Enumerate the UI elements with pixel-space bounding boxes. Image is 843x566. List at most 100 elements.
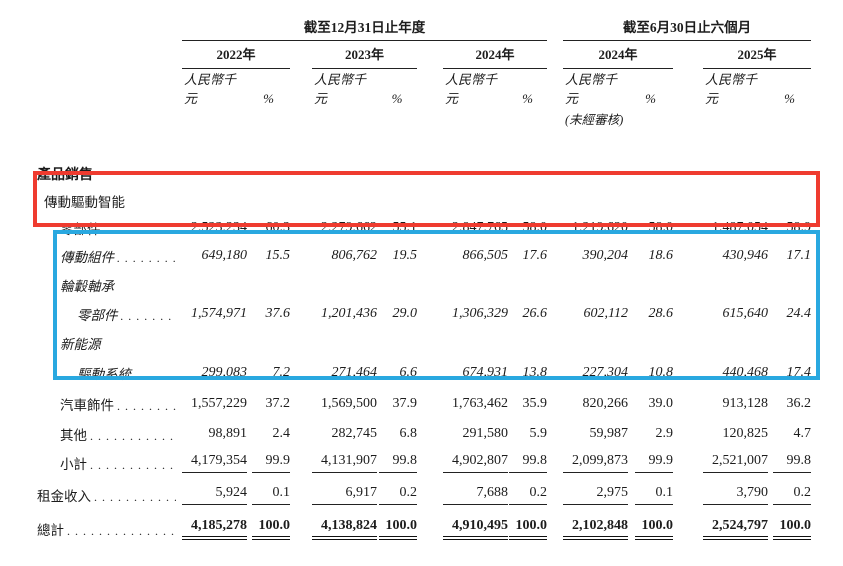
pct-cell: 6.6	[399, 364, 418, 380]
unit-pct-header: %	[522, 90, 533, 106]
amount-cell: 98,891	[208, 426, 248, 441]
annual-period-header: 截至12月31日止年度	[182, 14, 547, 41]
amount-cell: 7,688	[443, 485, 508, 505]
amount-cell: 2,102,848	[563, 518, 628, 540]
pct-cell: 35.9	[522, 395, 548, 411]
amount-cell: 674,931	[462, 364, 509, 380]
row-label: 租金收入	[37, 488, 91, 504]
unit-pct-header: %	[645, 90, 656, 106]
pct-cell: 17.1	[786, 248, 812, 263]
amount-cell: 1,306,329	[452, 306, 508, 321]
table-row: 零部件 1,574,971 37.6 1,201,436 29.0 1,306,…	[37, 300, 811, 329]
table-row: 產品銷售	[37, 161, 811, 187]
amount-cell: 1,219,620	[572, 220, 628, 235]
amount-cell: 282,745	[331, 426, 378, 441]
interim-period-header: 截至6月30日止六個月	[563, 14, 812, 41]
pct-cell: 36.2	[786, 395, 812, 411]
pct-cell: 58.0	[522, 220, 548, 235]
pct-cell: 19.5	[392, 248, 418, 263]
table-row: 小計 4,179,354 99.9 4,131,907 99.8 4,902,8…	[37, 449, 812, 478]
amount-cell: 615,640	[722, 306, 769, 321]
table-row: 總計 4,185,278 100.0 4,138,824 100.0 4,910…	[37, 512, 812, 546]
amount-cell: 4,910,495	[443, 518, 508, 540]
pct-cell: 99.8	[379, 453, 417, 473]
amount-cell: 1,574,971	[191, 306, 247, 321]
dot-leader	[90, 457, 176, 473]
amount-cell: 120,825	[722, 426, 769, 441]
table-row: 2022年 2023年 2024年 2024年 2025年	[37, 40, 812, 69]
table-row: 輪轂軸承	[37, 271, 811, 300]
pct-cell: 37.6	[265, 306, 291, 321]
amount-cell: 806,762	[331, 248, 378, 263]
amount-cell: 2,975	[563, 485, 628, 505]
amount-cell: 1,201,436	[321, 306, 377, 321]
amount-cell: 1,557,229	[191, 395, 247, 411]
pct-cell: 0.2	[509, 485, 547, 505]
pct-cell: 39.0	[648, 395, 674, 411]
pct-cell: 18.6	[648, 248, 674, 263]
amount-cell: 649,180	[201, 248, 248, 263]
amount-cell: 2,847,765	[452, 220, 508, 235]
unit-amount-header: 人民幣千元	[314, 71, 367, 106]
table-row: (未經審核)	[37, 109, 811, 131]
amount-cell: 6,917	[312, 485, 377, 505]
pct-cell: 0.2	[379, 485, 417, 505]
unit-amount-header: 人民幣千元	[565, 71, 618, 106]
table-row: 截至12月31日止年度 截至6月30日止六個月	[37, 14, 812, 41]
row-label: 汽車飾件	[60, 397, 114, 413]
amount-cell: 4,179,354	[182, 453, 247, 473]
table-row: 傳動組件 649,180 15.5 806,762 19.5 866,505 1…	[37, 242, 811, 271]
pct-cell: 17.6	[522, 248, 548, 263]
revenue-breakdown-table: 截至12月31日止年度 截至6月30日止六個月 2022年 2023年 2024…	[37, 14, 812, 546]
amount-cell: 602,112	[583, 306, 628, 321]
table-row: 租金收入 5,924 0.1 6,917 0.2 7,688 0.2 2,975…	[37, 478, 812, 512]
pct-cell: 24.4	[786, 306, 812, 321]
amount-cell: 913,128	[722, 395, 769, 411]
amount-cell: 2,279,662	[321, 220, 377, 235]
amount-cell: 2,524,797	[703, 518, 768, 540]
pct-cell: 58.0	[648, 220, 674, 235]
pct-cell: 0.1	[635, 485, 673, 505]
unit-amount-header: 人民幣千元	[184, 71, 237, 106]
pct-cell: 6.8	[399, 426, 418, 441]
amount-cell: 1,569,500	[321, 395, 377, 411]
dot-leader	[134, 367, 176, 383]
table-row: 驅動系統 299,083 7.2 271,464 6.6 674,931 13.…	[37, 358, 811, 388]
amount-cell: 2,523,234	[191, 220, 247, 235]
amount-cell: 4,138,824	[312, 518, 377, 540]
unit-amount-header: 人民幣千元	[445, 71, 498, 106]
amount-cell: 271,464	[331, 364, 378, 380]
pct-cell: 17.4	[786, 364, 812, 380]
row-label: 新能源	[60, 337, 101, 352]
pct-cell: 99.9	[252, 453, 290, 473]
unaudited-note: (未經審核)	[565, 112, 624, 127]
amount-cell: 59,987	[589, 426, 629, 441]
pct-cell: 99.8	[509, 453, 547, 473]
pct-cell: 28.6	[648, 306, 674, 321]
pct-cell: 37.2	[265, 395, 291, 411]
row-label: 小計	[60, 457, 87, 472]
pct-cell: 7.2	[272, 364, 291, 380]
pct-cell: 37.9	[392, 395, 418, 411]
pct-cell: 99.9	[635, 453, 673, 473]
amount-cell: 440,468	[722, 364, 769, 380]
pct-cell: 100.0	[635, 518, 673, 540]
amount-cell: 390,204	[582, 248, 629, 263]
row-label: 驅動系統	[77, 366, 131, 382]
pct-cell: 60.3	[265, 220, 291, 235]
row-label: 傳動組件	[60, 250, 114, 265]
table-row: 新能源	[37, 329, 811, 358]
year-header: 2022年	[182, 40, 290, 69]
amount-cell: 291,580	[462, 426, 509, 441]
dot-leader	[90, 428, 176, 444]
row-label: 總計	[37, 522, 64, 538]
table-row: 零部件 2,523,234 60.3 2,279,662 55.1 2,847,…	[37, 215, 811, 242]
row-label: 零部件	[77, 308, 118, 323]
pct-cell: 29.0	[392, 306, 418, 321]
table-row: 傳動驅動智能	[37, 187, 811, 215]
pct-cell: 15.5	[265, 248, 291, 263]
pct-cell: 0.1	[252, 485, 290, 505]
pct-cell: 100.0	[509, 518, 547, 540]
amount-cell: 1,487,054	[712, 220, 768, 235]
table-row: 人民幣千元 % 人民幣千元 % 人民幣千元 % 人民幣千元 % 人民幣千元 %	[37, 68, 811, 109]
